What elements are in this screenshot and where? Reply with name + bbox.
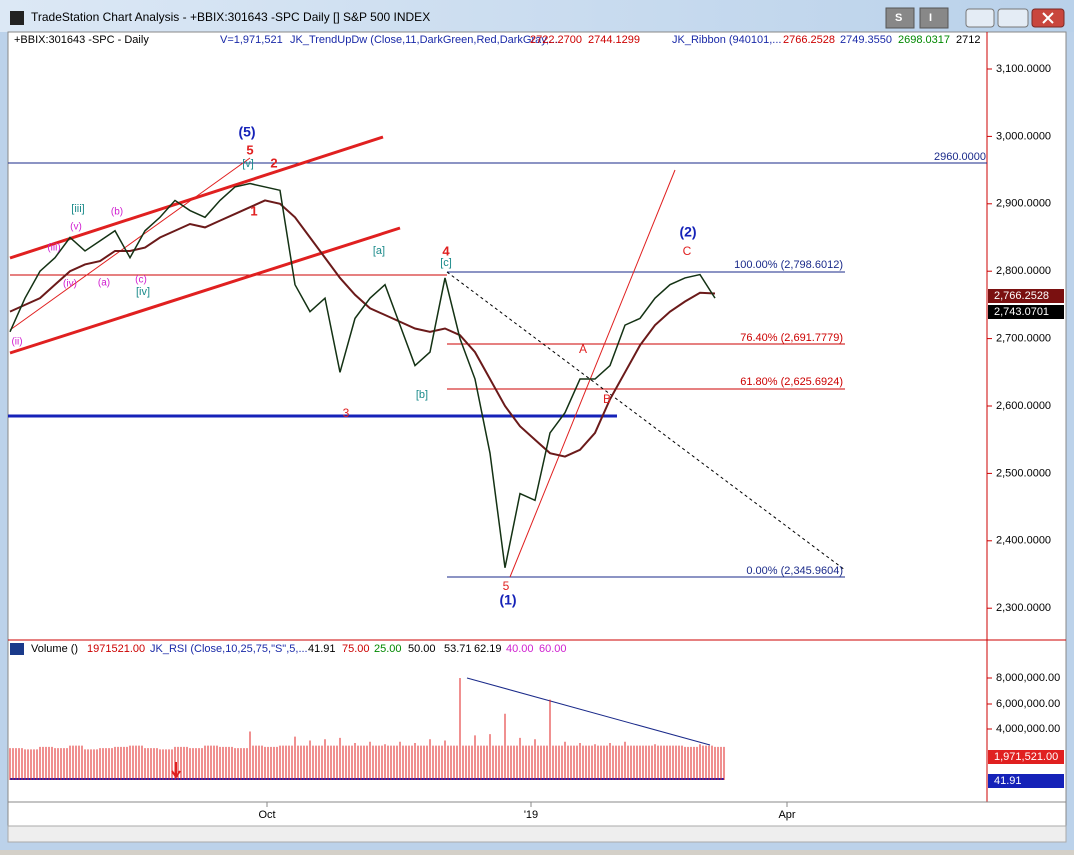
ribbon-value: 2,766.2528 <box>994 290 1049 302</box>
wave-label: [iv] <box>136 286 150 298</box>
volume-tick-label: 4,000,000.00 <box>996 723 1060 735</box>
date-label: '19 <box>524 809 538 821</box>
wave-label: [b] <box>416 389 428 401</box>
s-button[interactable] <box>885 7 915 29</box>
level-label: 76.40% (2,691.7779) <box>740 332 843 344</box>
trend-line <box>509 169 676 578</box>
wave-label: (a) <box>98 278 110 289</box>
last-value: 2,743.0701 <box>994 306 1049 318</box>
chart-area <box>7 31 1067 827</box>
legend-item: JK_Ribbon (940101,... <box>672 34 781 46</box>
window-title: TradeStation Chart Analysis - +BBIX:3016… <box>31 10 430 24</box>
price-tick-label: 2,400.0000 <box>996 535 1051 547</box>
channel-line <box>9 135 384 260</box>
arrow <box>171 762 181 779</box>
volume-header: 50.00 <box>408 643 436 655</box>
i-button-label[interactable]: I <box>929 12 932 24</box>
wave-label: C <box>683 244 692 258</box>
wave-label: A <box>579 342 587 356</box>
minimize-button[interactable] <box>965 8 995 28</box>
date-label: Apr <box>778 809 795 821</box>
volume-tick-label: 6,000,000.00 <box>996 698 1060 710</box>
volume-header: 41.91 <box>308 643 336 655</box>
price-line <box>9 182 716 568</box>
wave-label: (iv) <box>63 279 77 290</box>
wave-label: (b) <box>111 207 123 218</box>
wave-label: 5 <box>503 579 510 593</box>
wave-label: [c] <box>440 257 452 269</box>
trend-line <box>9 157 251 331</box>
volume-header: Volume () <box>31 643 78 655</box>
volume-header: 53.71 <box>444 643 472 655</box>
ribbon-line <box>9 199 716 458</box>
level-label: 2960.0000 <box>934 151 986 163</box>
channel-line <box>9 226 401 355</box>
legend-item: 2722.2700 <box>530 34 582 46</box>
legend-item: +BBIX:301643 -SPC - Daily <box>14 34 149 46</box>
ribbon-box <box>988 289 1064 303</box>
wave-label: [a] <box>373 245 385 257</box>
wave-label: (c) <box>135 275 147 286</box>
s-button-label[interactable]: S <box>895 12 902 24</box>
volume-header: 75.00 <box>342 643 370 655</box>
legend-item: 2712 <box>956 34 980 46</box>
close-icon <box>1042 12 1054 24</box>
volume-header: 25.00 <box>374 643 402 655</box>
wave-label: (2) <box>679 224 696 240</box>
volume-icon <box>10 643 24 655</box>
wave-label: (v) <box>70 222 82 233</box>
level-label: 0.00% (2,345.9604) <box>746 565 843 577</box>
scrollbar[interactable] <box>7 825 1067 843</box>
wave-label: (1) <box>499 592 516 608</box>
volume-header: 60.00 <box>539 643 567 655</box>
volume-value: 1,971,521.00 <box>994 751 1058 763</box>
price-tick-label: 3,000.0000 <box>996 130 1051 142</box>
price-tick-label: 2,700.0000 <box>996 333 1051 345</box>
price-tick-label: 2,300.0000 <box>996 602 1051 614</box>
wave-label: 4 <box>442 243 450 258</box>
rsi-value: 41.91 <box>994 775 1022 787</box>
wave-label: [v] <box>242 158 254 170</box>
volume-box <box>988 750 1064 764</box>
rsi-box <box>988 774 1064 788</box>
legend-item: V=1,971,521 <box>220 34 283 46</box>
last-box <box>988 305 1064 319</box>
wave-label: 3 <box>343 406 350 420</box>
volume-header: 1971521.00 <box>87 643 145 655</box>
wave-label: [iii] <box>71 203 84 215</box>
legend-item: 2744.1299 <box>588 34 640 46</box>
legend-item: JK_TrendUpDw (Close,11,DarkGreen,Red,Dar… <box>290 34 558 46</box>
volume-header: 62.19 <box>474 643 502 655</box>
wave-label: 2 <box>270 155 277 170</box>
wave-label: 1 <box>250 203 257 218</box>
app-icon <box>10 11 24 25</box>
wave-label: (5) <box>238 124 255 140</box>
legend-item: 2698.0317 <box>898 34 950 46</box>
maximize-button[interactable] <box>997 8 1029 28</box>
price-tick-label: 2,600.0000 <box>996 400 1051 412</box>
level-label: 61.80% (2,625.6924) <box>740 376 843 388</box>
volume-header: JK_RSI (Close,10,25,75,"S",5,... <box>150 643 308 655</box>
wave-label: 5 <box>246 142 253 157</box>
level-label: 100.00% (2,798.6012) <box>734 259 843 271</box>
price-tick-label: 2,800.0000 <box>996 265 1051 277</box>
price-tick-label: 3,100.0000 <box>996 63 1051 75</box>
volume-tick-label: 8,000,000.00 <box>996 672 1060 684</box>
date-label: Oct <box>258 809 275 821</box>
legend-item: 2749.3550 <box>840 34 892 46</box>
wave-label: (iii) <box>47 243 60 254</box>
wave-label: B <box>603 392 611 406</box>
price-tick-label: 2,500.0000 <box>996 467 1051 479</box>
volume-trend-line <box>466 677 711 746</box>
i-button[interactable] <box>919 7 949 29</box>
volume-header: 40.00 <box>506 643 534 655</box>
legend-item: 2766.2528 <box>783 34 835 46</box>
price-tick-label: 2,900.0000 <box>996 198 1051 210</box>
dotted-line <box>446 271 846 571</box>
wave-label: (ii) <box>11 337 22 348</box>
